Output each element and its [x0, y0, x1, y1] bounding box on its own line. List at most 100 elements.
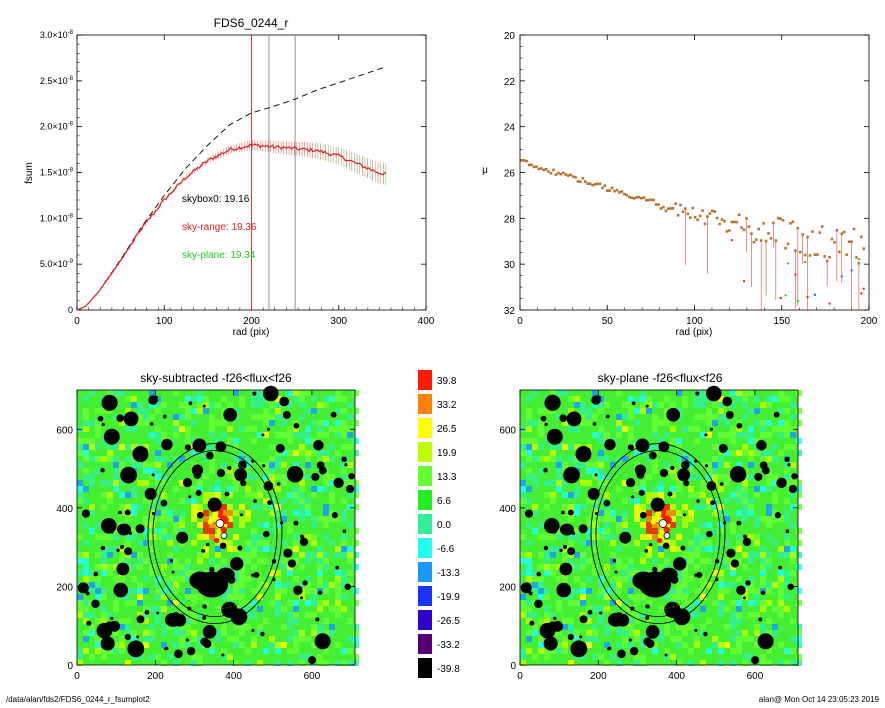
data-point: [847, 240, 851, 244]
map-pixel: [239, 642, 245, 648]
x-tick-label: 0: [74, 316, 80, 327]
map-pixel: [748, 438, 754, 444]
map-pixel: [748, 588, 754, 594]
map-pixel: [532, 480, 538, 486]
map-pixel: [718, 594, 724, 600]
map-pixel: [574, 462, 580, 468]
masked-source: [227, 465, 232, 471]
map-pixel: [341, 594, 347, 600]
map-pixel: [604, 630, 610, 636]
map-pixel: [718, 402, 724, 408]
map-pixel: [233, 534, 239, 540]
map-pixel: [137, 594, 143, 600]
map-pixel: [748, 582, 754, 588]
map-pixel: [520, 462, 526, 468]
masked-source: [348, 473, 355, 480]
map-pixel: [257, 540, 263, 546]
map-pixel: [760, 516, 766, 522]
map-pixel: [125, 534, 131, 540]
map-pixel: [221, 432, 227, 438]
masked-source: [628, 638, 632, 642]
map-pixel: [251, 438, 257, 444]
map-pixel: [95, 534, 101, 540]
data-point: [564, 173, 568, 176]
map-pixel: [556, 546, 562, 552]
map-pixel: [664, 462, 670, 468]
map-pixel: [119, 462, 125, 468]
map-pixel: [185, 588, 191, 594]
map-pixel: [598, 468, 604, 474]
masked-source: [120, 545, 125, 550]
map-pixel: [640, 594, 646, 600]
map-pixel: [281, 642, 287, 648]
data-point: [747, 225, 751, 229]
data-point: [527, 163, 531, 167]
map-pixel: [257, 486, 263, 492]
masked-source: [221, 653, 225, 657]
map-pixel: [718, 600, 724, 606]
aperture-ellipse: [590, 443, 726, 625]
map-pixel: [778, 396, 784, 402]
masked-source: [543, 636, 558, 651]
map-pixel: [251, 534, 257, 540]
data-point: [615, 188, 619, 192]
masked-source: [579, 635, 583, 639]
masked-source: [645, 604, 650, 609]
map-pixel: [95, 564, 101, 570]
footer-timestamp: alan@ Mon Oct 14 23:05:23 2019: [758, 695, 879, 704]
map-pixel: [772, 426, 778, 432]
masked-source: [144, 609, 150, 615]
masked-source: [113, 582, 129, 598]
data-point: [811, 230, 814, 233]
map-pixel: [544, 492, 550, 498]
map-pixel: [155, 474, 161, 480]
masked-source: [93, 571, 99, 577]
map-pixel: [628, 564, 634, 570]
series-line-dashed: [76, 65, 387, 311]
map-pixel: [520, 612, 526, 618]
map-pixel: [191, 660, 197, 666]
map-pixel: [197, 654, 203, 660]
map-pixel: [209, 420, 215, 426]
data-point: [845, 253, 848, 256]
map-pixel: [191, 420, 197, 426]
map-pixel: [203, 600, 209, 606]
map-pixel: [215, 564, 221, 570]
masked-source: [787, 463, 791, 467]
map-pixel: [616, 456, 622, 462]
map-pixel: [269, 414, 275, 420]
map-pixel: [275, 588, 281, 594]
map-pixel: [293, 612, 299, 618]
map-pixel: [353, 450, 359, 456]
map-pixel: [616, 516, 622, 522]
map-pixel: [221, 594, 227, 600]
map-pixel: [784, 534, 790, 540]
map-pixel: [688, 606, 694, 612]
map-pixel: [574, 426, 580, 432]
map-pixel: [736, 486, 742, 492]
masked-source: [124, 633, 131, 641]
map-pixel: [95, 522, 101, 528]
map-pixel: [239, 504, 245, 510]
map-pixel: [568, 492, 574, 498]
map-pixel: [191, 486, 197, 492]
y-tick-label: 1.0×10-8: [40, 213, 74, 223]
map-pixel: [700, 492, 706, 498]
masked-source: [103, 428, 120, 445]
data-point: [559, 172, 563, 176]
masked-source: [234, 468, 248, 482]
map-pixel: [748, 654, 754, 660]
map-pixel: [143, 462, 149, 468]
map-pixel: [299, 450, 305, 456]
data-point: [808, 254, 812, 257]
map-pixel: [526, 426, 532, 432]
map-pixel: [550, 534, 556, 540]
map-pixel: [556, 564, 562, 570]
map-pixel: [263, 474, 269, 480]
map-pixel: [778, 606, 784, 612]
map-pixel: [640, 480, 646, 486]
map-pixel: [269, 546, 275, 552]
map-pixel: [742, 564, 748, 570]
map-pixel: [754, 534, 760, 540]
map-pixel: [95, 636, 101, 642]
